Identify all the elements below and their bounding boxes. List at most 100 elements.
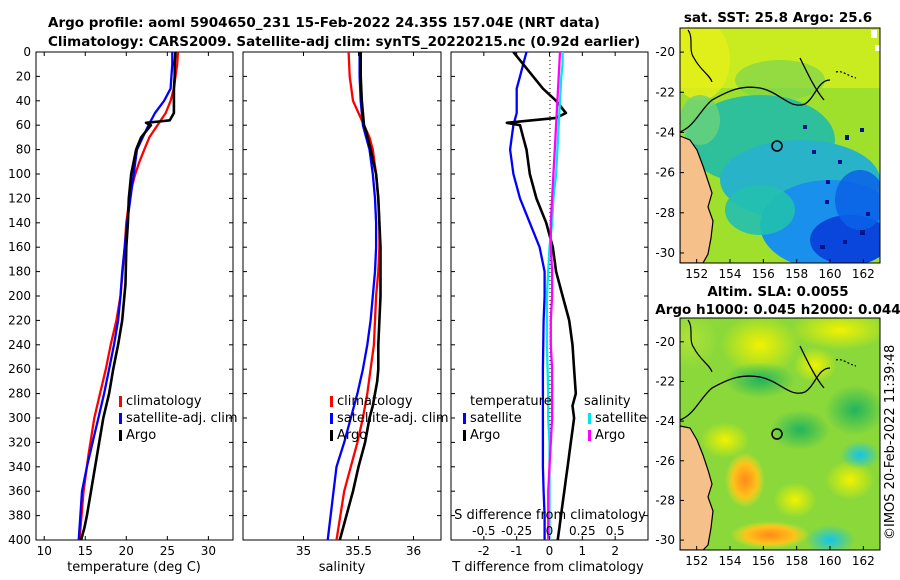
temperature-series-argo	[79, 52, 177, 540]
sla-argo-position-marker	[771, 428, 783, 440]
depth-tick-label: 240	[8, 338, 31, 352]
difference-legend-temp-argo-label: Argo	[470, 428, 500, 443]
figure-title-line1: Argo profile: aoml 5904650_231 15-Feb-20…	[48, 15, 600, 31]
depth-tick-label: 380	[8, 509, 31, 523]
sst-map-xtick-label: 152	[685, 267, 708, 281]
salinity-legend-0-label: climatology	[337, 394, 413, 409]
difference-xtick-label: -1	[511, 544, 523, 558]
depth-tick-label: 80	[16, 143, 31, 157]
salinity-legend-0-swatch	[330, 396, 333, 407]
difference-series-temperature-argo	[505, 52, 578, 540]
difference-xtick-label: -2	[478, 544, 490, 558]
temperature-legend-1-label: satellite-adj. clim	[126, 411, 238, 426]
depth-tick-label: 360	[8, 484, 31, 498]
salinity-xtick-label: 36	[406, 544, 421, 558]
sst-argo-position-marker	[771, 140, 783, 152]
depth-tick-label: 160	[8, 240, 31, 254]
temperature-legend-0-swatch	[119, 396, 122, 407]
temperature-xlabel: temperature (deg C)	[67, 560, 201, 575]
sla-map-xtick-label: 162	[852, 554, 875, 568]
sst-map-ytick-label: -22	[655, 85, 675, 99]
salinity-legend-1-swatch	[330, 413, 333, 424]
salinity-axes-frame	[242, 51, 442, 541]
difference-xtick-top-label: -0.5	[472, 524, 495, 538]
temperature-xtick-label: 15	[78, 544, 93, 558]
difference-series-salinity-argo	[547, 52, 562, 540]
temperature-legend-0-label: climatology	[126, 394, 202, 409]
sla-map-image	[680, 318, 880, 550]
axis-ticks: 10 15 20 25 30020406080100120140160180200220…	[8, 45, 648, 558]
depth-tick-label: 100	[8, 167, 31, 181]
depth-tick-label: 340	[8, 460, 31, 474]
salinity-xtick-label: 35	[296, 544, 311, 558]
depth-tick-label: 40	[16, 94, 31, 108]
difference-legend-temp-sat-label: satellite	[470, 411, 522, 426]
sst-map-xtick-label: 160	[819, 267, 842, 281]
difference-xtick-top-label: 0	[546, 524, 554, 538]
sst-map-xtick-label: 158	[785, 267, 808, 281]
salinity-legend-1-label: satellite-adj. clim	[337, 411, 449, 426]
sst-map-xtick-label: 162	[852, 267, 875, 281]
difference-plot-lines	[505, 52, 578, 540]
sla-map-ytick-label: -30	[655, 533, 675, 547]
sst-map-ytick-label: -30	[655, 246, 675, 260]
sst-map-image	[680, 28, 880, 263]
temperature-plot-lines	[77, 52, 180, 540]
figure-title-line2: Climatology: CARS2009. Satellite-adj cli…	[48, 34, 640, 50]
sla-map-xtick-label: 158	[785, 554, 808, 568]
difference-legend-sal-argo-label: Argo	[595, 428, 625, 443]
salinity-xtick-label: 35.5	[345, 544, 372, 558]
salinity-series-argo	[337, 52, 382, 540]
sla-map-xtick-label: 156	[752, 554, 775, 568]
difference-series-temperature-satellite	[508, 52, 546, 540]
difference-xlabel-top: S difference from climatology	[454, 508, 646, 523]
difference-legend-title-temperature: temperature	[470, 394, 552, 409]
sst-map-ticks: 152 154 156 158 160 162 -20 -22 -24 -26 -28 -30	[655, 45, 874, 281]
temperature-legend-2-swatch	[119, 430, 122, 441]
sst-map-ytick-label: -26	[655, 166, 675, 180]
temperature-xtick-label: 30	[201, 544, 216, 558]
temperature-xtick-label: 10	[37, 544, 52, 558]
difference-legend-temp-sat-swatch	[463, 413, 466, 424]
depth-tick-label: 20	[16, 69, 31, 83]
difference-legend-sal-sat-label: satellite	[595, 411, 647, 426]
salinity-plot-lines	[326, 52, 382, 540]
sla-map-title-line2: Argo h1000: 0.045 h2000: 0.044	[655, 302, 900, 318]
salinity-legend-2-swatch	[330, 430, 333, 441]
depth-tick-label: 400	[8, 533, 31, 547]
imos-credit: ©IMOS 20-Feb-2022 11:39:48	[883, 345, 898, 540]
sla-map-ytick-label: -24	[655, 414, 675, 428]
difference-legend-temp-argo-swatch	[463, 430, 466, 441]
sla-map-ytick-label: -20	[655, 335, 675, 349]
sst-map-title: sat. SST: 25.8 Argo: 25.6	[684, 10, 872, 26]
depth-tick-label: 0	[23, 45, 31, 59]
difference-legend-sal-argo-swatch	[588, 430, 591, 441]
difference-xtick-label: 2	[611, 544, 619, 558]
sst-map-frame	[679, 27, 881, 264]
sla-map-xtick-label: 160	[819, 554, 842, 568]
depth-tick-label: 200	[8, 289, 31, 303]
depth-tick-label: 320	[8, 435, 31, 449]
difference-xtick-top-label: -0.25	[501, 524, 532, 538]
sla-map-ytick-label: -22	[655, 374, 675, 388]
sla-map-xtick-label: 154	[719, 554, 742, 568]
legends: climatology satellite-adj. clim Argo climat…	[119, 394, 647, 443]
sst-map-ytick-label: -20	[655, 45, 675, 59]
sla-map-ytick-label: -28	[655, 493, 675, 507]
difference-xtick-label: 1	[579, 544, 587, 558]
sla-map-xtick-label: 152	[685, 554, 708, 568]
temperature-legend-1-swatch	[119, 413, 122, 424]
sst-map-ytick-label: -24	[655, 125, 675, 139]
difference-xlabel: T difference from climatology	[451, 560, 644, 575]
sst-map-ytick-label: -28	[655, 206, 675, 220]
difference-legend-sal-sat-swatch	[588, 413, 591, 424]
salinity-xlabel: salinity	[319, 560, 366, 575]
temperature-legend-2-label: Argo	[126, 428, 156, 443]
salinity-legend-2-label: Argo	[337, 428, 367, 443]
depth-tick-label: 180	[8, 265, 31, 279]
difference-xtick-label: 0	[546, 544, 554, 558]
temperature-axes-frame	[35, 51, 234, 541]
depth-tick-label: 260	[8, 362, 31, 376]
difference-xtick-top-label: 0.25	[569, 524, 596, 538]
